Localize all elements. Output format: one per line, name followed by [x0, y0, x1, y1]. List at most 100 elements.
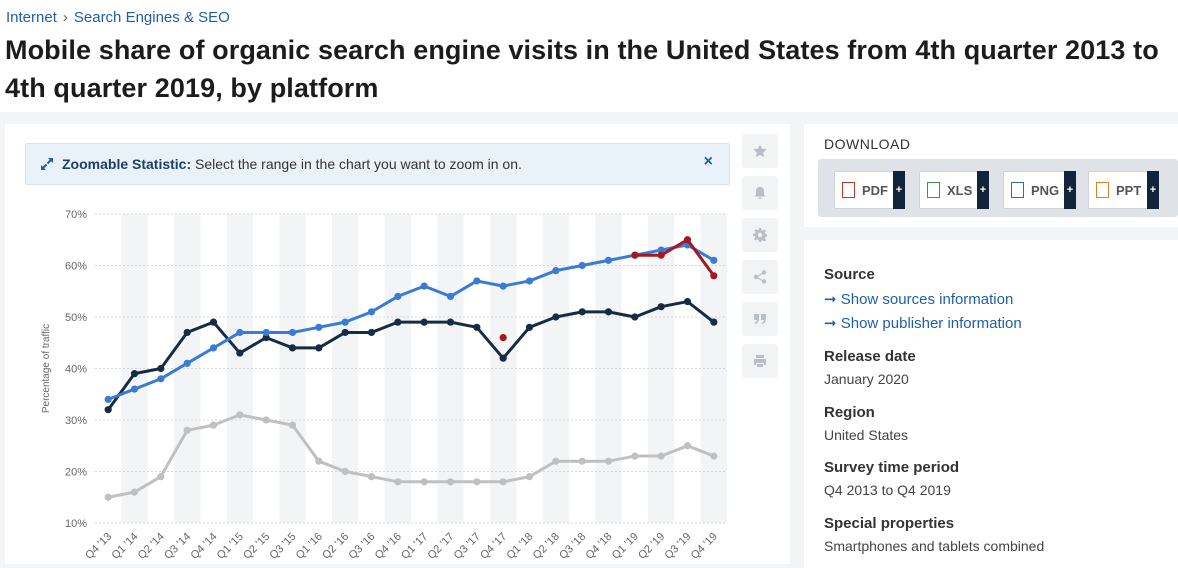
- breadcrumb-internet[interactable]: Internet: [6, 9, 57, 26]
- data-point: [710, 256, 718, 264]
- download-xls-button[interactable]: XLS +: [919, 171, 989, 209]
- x-tick-label: Q3 '14: [162, 531, 193, 562]
- release-date-value: January 2020: [824, 371, 909, 387]
- highlight-point: [499, 334, 507, 342]
- zoom-label-strong: Zoomable Statistic:: [62, 156, 192, 172]
- x-tick-label: Q1 '14: [109, 531, 140, 562]
- y-tick-label: 50%: [65, 312, 87, 324]
- special-properties-value: Smartphones and tablets combined: [824, 538, 1045, 554]
- data-point: [262, 416, 270, 424]
- data-point: [236, 349, 244, 357]
- special-properties-heading: Special properties: [824, 515, 955, 532]
- share-icon: [753, 270, 767, 284]
- data-point: [525, 473, 534, 481]
- data-point: [394, 292, 402, 300]
- highlight-point: [631, 251, 639, 259]
- x-tick-label: Q3 '17: [452, 531, 483, 562]
- highlight-line: [634, 238, 716, 277]
- plus-icon: +: [893, 171, 905, 209]
- x-tick-label: Q1 '16: [294, 531, 325, 562]
- data-point: [104, 406, 112, 414]
- plus-icon: +: [977, 171, 989, 209]
- png-file-icon: [1011, 182, 1024, 198]
- data-point: [499, 478, 507, 486]
- notification-button[interactable]: [742, 176, 778, 210]
- breadcrumb-search-engines-seo[interactable]: Search Engines & SEO: [73, 9, 230, 26]
- series-line: [107, 413, 715, 499]
- x-tick-label: Q1 '19: [610, 531, 641, 562]
- download-card: DOWNLOAD PDF + XLS + PNG + PPT +: [804, 124, 1178, 227]
- download-ppt-button[interactable]: PPT +: [1088, 171, 1159, 209]
- x-tick-label: Q4 '13: [83, 531, 114, 562]
- share-button[interactable]: [742, 260, 778, 294]
- data-point: [631, 313, 639, 321]
- data-point: [209, 344, 218, 352]
- zoom-label: Zoomable Statistic: Select the range in …: [62, 156, 522, 172]
- survey-period-value: Q4 2013 to Q4 2019: [824, 482, 951, 498]
- data-point: [710, 452, 718, 460]
- x-tick-label: Q3 '16: [346, 531, 377, 562]
- show-publisher-link[interactable]: ➞ Show publisher information: [824, 315, 1022, 332]
- data-point: [130, 385, 139, 393]
- data-point: [446, 318, 455, 326]
- data-point: [394, 318, 402, 326]
- data-point: [683, 442, 692, 450]
- region-heading: Region: [824, 404, 875, 421]
- data-point: [157, 375, 165, 383]
- highlight-point: [683, 236, 692, 244]
- highlight-point: [657, 251, 665, 259]
- favorite-button[interactable]: [742, 134, 778, 168]
- settings-button[interactable]: [742, 218, 778, 252]
- line-chart[interactable]: 10% 20% 30% 40% 50% 60% 70% Percentage of traff…: [5, 204, 740, 564]
- download-png-label: PNG: [1031, 182, 1060, 198]
- series-line: [106, 300, 715, 411]
- data-point: [288, 421, 297, 429]
- data-point: [552, 457, 560, 465]
- x-tick-label: Q2 '17: [425, 531, 456, 562]
- download-png-button[interactable]: PNG +: [1003, 171, 1076, 209]
- download-pdf-button[interactable]: PDF +: [834, 171, 905, 209]
- quote-icon: [754, 314, 766, 324]
- show-sources-link[interactable]: ➞ Show sources information: [824, 291, 1014, 308]
- y-tick-label: 30%: [65, 415, 87, 427]
- release-date-heading: Release date: [824, 348, 916, 365]
- y-axis-label: Percentage of traffic: [41, 324, 52, 413]
- data-point: [604, 308, 613, 316]
- cite-button[interactable]: [742, 302, 778, 336]
- x-tick-label: Q2 '14: [136, 531, 167, 562]
- data-point: [236, 328, 244, 337]
- print-button[interactable]: [742, 344, 778, 378]
- data-point: [183, 328, 191, 337]
- plus-icon: +: [1064, 171, 1076, 209]
- x-tick-label: Q1 '15: [215, 531, 246, 562]
- data-point: [525, 323, 534, 331]
- data-point: [683, 297, 692, 306]
- x-tick-label: Q4 '17: [478, 531, 509, 562]
- xls-file-icon: [927, 182, 940, 198]
- data-point: [604, 457, 613, 465]
- chart-card: Zoomable Statistic: Select the range in …: [5, 124, 790, 564]
- data-point: [367, 328, 376, 337]
- x-tick-label: Q1 '17: [399, 531, 430, 562]
- data-point: [394, 478, 402, 486]
- source-heading: Source: [824, 266, 875, 283]
- data-point: [367, 473, 376, 481]
- download-title: DOWNLOAD: [824, 136, 911, 152]
- x-tick-label: Q2 '19: [636, 531, 667, 562]
- expand-icon: [41, 158, 53, 170]
- data-point: [341, 467, 349, 476]
- side-toolbar: [742, 134, 778, 386]
- y-tick-label: 20%: [65, 467, 87, 479]
- x-tick-label: Q4 '19: [689, 531, 720, 562]
- data-point: [657, 303, 665, 311]
- x-tick-label: Q4 '16: [373, 531, 404, 562]
- gear-icon: [753, 228, 767, 242]
- data-point: [420, 318, 428, 326]
- data-point: [262, 334, 270, 342]
- info-card: Source ➞ Show sources information ➞ Show…: [804, 240, 1178, 568]
- x-tick-label: Q1 '18: [504, 531, 535, 562]
- data-point: [420, 282, 428, 290]
- close-icon[interactable]: ×: [703, 153, 713, 170]
- download-buttons: PDF + XLS + PNG + PPT +: [818, 159, 1178, 217]
- breadcrumb-separator: ›: [62, 9, 68, 26]
